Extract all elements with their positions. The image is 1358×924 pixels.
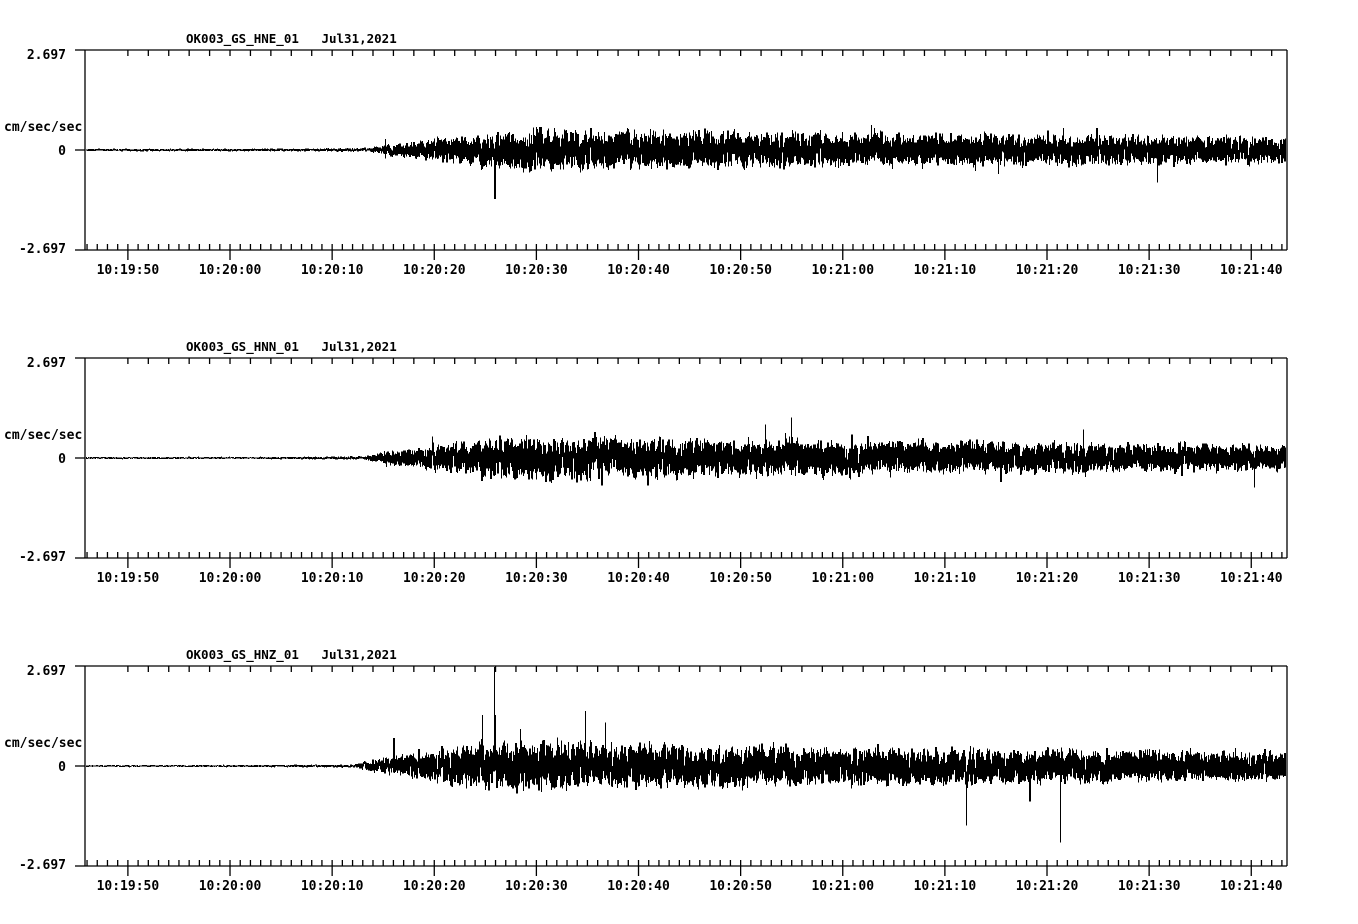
waveform-plot-hne — [75, 49, 1288, 260]
seismogram-panel-hnn: OK003_GS_HNN_01 Jul31,2021 2.697 cm/sec/… — [0, 308, 1358, 616]
y-axis-max-label-hnn: 2.697 — [26, 356, 66, 371]
x-tick-label-hnz-8: 10:21:10 — [913, 879, 977, 894]
bottom-axis-ticks-hnn — [86, 552, 1283, 568]
y-axis-zero-label-hnz: 0 — [58, 760, 66, 775]
seismogram-panel-hnz: OK003_GS_HNZ_01 Jul31,2021 2.697 cm/sec/… — [0, 616, 1358, 924]
x-tick-label-hne-0: 10:19:50 — [96, 263, 160, 278]
waveform-trace-group-hnz — [86, 667, 1286, 843]
x-tick-label-hnn-8: 10:21:10 — [913, 571, 977, 586]
y-axis-min-label-hnn: -2.697 — [19, 550, 66, 565]
top-axis-ticks-hne — [127, 50, 1273, 56]
x-tick-label-hnz-5: 10:20:40 — [607, 879, 670, 894]
x-tick-label-hne-7: 10:21:00 — [811, 263, 875, 278]
waveform-plot-hnz — [75, 665, 1288, 876]
x-tick-label-hnn-6: 10:20:50 — [709, 571, 772, 586]
y-axis-zero-label-hne: 0 — [58, 144, 66, 159]
x-tick-label-hnn-5: 10:20:40 — [607, 571, 670, 586]
y-axis-max-label-hnz: 2.697 — [26, 664, 66, 679]
top-axis-ticks-hnn — [127, 358, 1273, 364]
waveform-trace-hnn — [86, 417, 1286, 488]
x-tick-label-hnz-10: 10:21:30 — [1117, 879, 1181, 894]
x-tick-label-hnz-6: 10:20:50 — [709, 879, 772, 894]
x-tick-label-hnn-0: 10:19:50 — [96, 571, 160, 586]
x-tick-label-hnz-2: 10:20:10 — [300, 879, 364, 894]
waveform-trace-group-hne — [86, 124, 1286, 199]
x-tick-label-hnz-7: 10:21:00 — [811, 879, 875, 894]
x-tick-label-hnz-9: 10:21:20 — [1015, 879, 1079, 894]
y-axis-units-label-hnn: cm/sec/sec — [4, 428, 83, 443]
bottom-axis-ticks-hnz — [86, 860, 1283, 876]
bottom-axis-ticks-hne — [86, 244, 1283, 260]
x-tick-label-hnn-10: 10:21:30 — [1117, 571, 1181, 586]
x-tick-label-hne-11: 10:21:40 — [1219, 263, 1283, 278]
seismogram-panel-hne: OK003_GS_HNE_01 Jul31,2021 2.697 cm/sec/… — [0, 0, 1358, 308]
x-tick-label-hnz-1: 10:20:00 — [198, 879, 262, 894]
x-tick-label-hne-4: 10:20:30 — [505, 263, 568, 278]
x-tick-label-hne-6: 10:20:50 — [709, 263, 772, 278]
panel-title-hnz: OK003_GS_HNZ_01 Jul31,2021 — [186, 647, 397, 662]
x-tick-label-hnn-9: 10:21:20 — [1015, 571, 1079, 586]
x-tick-label-hne-8: 10:21:10 — [913, 263, 977, 278]
waveform-trace-hnz — [86, 667, 1286, 843]
x-tick-label-hnz-0: 10:19:50 — [96, 879, 160, 894]
x-tick-label-hnn-2: 10:20:10 — [300, 571, 364, 586]
plot-frame-hnn — [84, 357, 1288, 559]
y-axis-ticks-hnz — [75, 665, 85, 867]
y-axis-units-label-hne: cm/sec/sec — [4, 120, 83, 135]
x-tick-label-hnn-7: 10:21:00 — [811, 571, 875, 586]
top-axis-ticks-hnz — [127, 666, 1273, 672]
y-axis-zero-label-hnn: 0 — [58, 452, 66, 467]
x-tick-label-hnn-4: 10:20:30 — [505, 571, 568, 586]
y-axis-ticks-hnn — [75, 357, 85, 559]
x-tick-label-hnz-3: 10:20:20 — [402, 879, 466, 894]
waveform-trace-hne — [86, 124, 1286, 199]
waveform-trace-group-hnn — [86, 417, 1286, 488]
x-tick-label-hnn-11: 10:21:40 — [1219, 571, 1283, 586]
waveform-plot-hnn — [75, 357, 1288, 568]
panel-title-hnn: OK003_GS_HNN_01 Jul31,2021 — [186, 339, 397, 354]
x-tick-label-hne-5: 10:20:40 — [607, 263, 670, 278]
y-axis-min-label-hnz: -2.697 — [19, 858, 66, 873]
x-tick-label-hne-10: 10:21:30 — [1117, 263, 1181, 278]
x-tick-label-hnn-1: 10:20:00 — [198, 571, 262, 586]
panel-title-hne: OK003_GS_HNE_01 Jul31,2021 — [186, 31, 397, 46]
x-tick-label-hne-2: 10:20:10 — [300, 263, 364, 278]
x-tick-label-hnz-11: 10:21:40 — [1219, 879, 1283, 894]
y-axis-units-label-hnz: cm/sec/sec — [4, 736, 83, 751]
y-axis-min-label-hne: -2.697 — [19, 242, 66, 257]
y-axis-ticks-hne — [75, 49, 85, 251]
y-axis-max-label-hne: 2.697 — [26, 48, 66, 63]
x-tick-label-hne-3: 10:20:20 — [402, 263, 466, 278]
x-tick-label-hnz-4: 10:20:30 — [505, 879, 568, 894]
x-tick-label-hnn-3: 10:20:20 — [402, 571, 466, 586]
x-tick-label-hne-9: 10:21:20 — [1015, 263, 1079, 278]
x-tick-label-hne-1: 10:20:00 — [198, 263, 262, 278]
